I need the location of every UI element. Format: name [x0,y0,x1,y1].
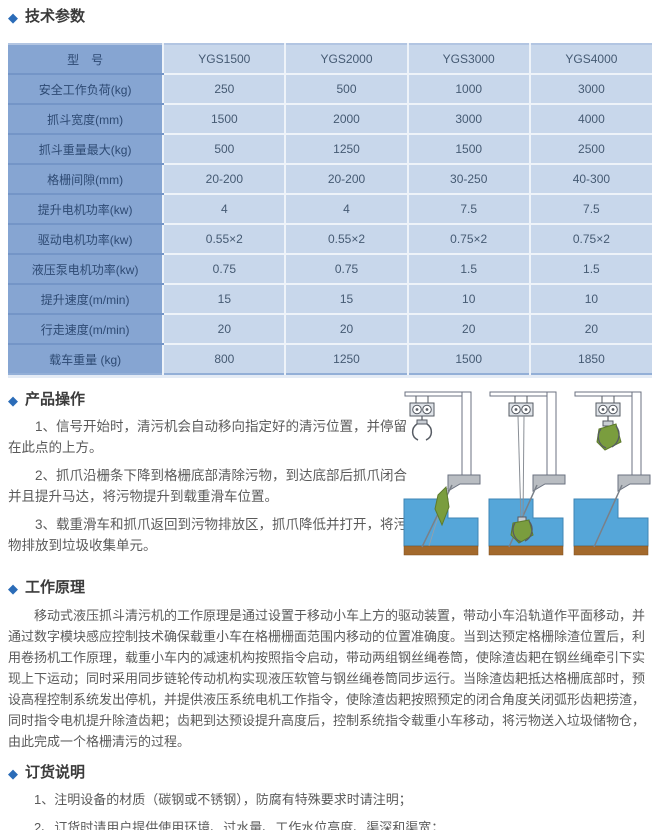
cell-value: 20-200 [163,164,287,195]
table-row: 抓斗宽度(mm) 1500 2000 3000 4000 [8,104,652,135]
cell-value: 0.75×2 [529,224,652,255]
principle-heading: ◆ 工作原理 [8,579,652,597]
diamond-bullet-icon: ◆ [8,9,18,25]
operation-step-3: 3、载重滑车和抓爪返回到污物排放区，抓爪降低并打开，将污物排放到垃圾收集单元。 [8,517,408,553]
diamond-bullet-icon: ◆ [8,392,18,408]
cell-value: 10 [529,284,652,315]
tech-params-title: 技术参数 [25,8,86,25]
operation-step-2: 2、抓爪沿栅条下降到格栅底部清除污物，到达底部后抓爪闭合并且提升马达，将污物提升… [8,468,408,504]
cell-value: 0.55×2 [285,224,409,255]
cell-value: 15 [285,284,409,315]
table-row: 安全工作负荷(kg) 250 500 1000 3000 [8,74,652,105]
cell-value: 2000 [285,104,409,135]
table-header-row: 型 号 YGS1500 YGS2000 YGS3000 YGS4000 [8,44,652,75]
cell-value: 3000 [407,104,531,135]
table-row: 液压泵电机功率(kw) 0.75 0.75 1.5 1.5 [8,254,652,285]
ordering-heading: ◆ 订货说明 [8,764,652,782]
table-row: 载车重量 (kg) 800 1250 1500 1850 [8,344,652,374]
operation-diagram-stage-1 [403,391,481,556]
row-label: 抓斗重量最大(kg) [8,134,165,165]
ordering-item-1: 1、注明设备的材质（碳钢或不锈钢），防腐有特殊要求时请注明； [34,792,412,807]
row-label: 提升电机功率(kw) [8,194,165,225]
tech-params-heading: ◆ 技术参数 [8,8,652,26]
diamond-bullet-icon: ◆ [8,580,18,596]
operation-section: ◆ 产品操作 1、信号开始时，清污机会自动移向指定好的清污位置，并停留在此点的上… [8,391,652,567]
cell-value: 0.75 [163,254,287,285]
operation-diagrams [402,387,652,562]
cell-value: 20 [407,314,531,345]
table-row: 提升电机功率(kw) 4 4 7.5 7.5 [8,194,652,225]
cell-value: 3000 [529,74,652,105]
cell-value: 1250 [285,134,409,165]
row-label: 驱动电机功率(kw) [8,224,165,255]
table-row: 行走速度(m/min) 20 20 20 20 [8,314,652,345]
operation-title: 产品操作 [25,391,86,408]
cell-value: 1850 [529,344,652,374]
cell-value: 30-250 [407,164,531,195]
principle-body: 移动式液压抓斗清污机的工作原理是通过设置于移动小车上方的驱动装置，带动小车沿轨道… [8,608,646,749]
cell-value: 1500 [407,344,531,374]
cell-value: 500 [285,74,409,105]
cell-value: 4 [285,194,409,225]
cell-value: 20 [285,314,409,345]
cell-value: 1.5 [529,254,652,285]
cell-value: 1500 [163,104,287,135]
row-label: 载车重量 (kg) [8,344,165,374]
table-row: 驱动电机功率(kw) 0.55×2 0.55×2 0.75×2 0.75×2 [8,224,652,255]
cell-value: 7.5 [407,194,531,225]
operation-heading: ◆ 产品操作 [8,391,652,409]
row-label: 液压泵电机功率(kw) [8,254,165,285]
row-label: 提升速度(m/min) [8,284,165,315]
ordering-title: 订货说明 [25,764,86,781]
cell-value: 1500 [407,134,531,165]
operation-diagram-stage-3 [573,391,651,556]
cell-value: 0.55×2 [163,224,287,255]
cell-value: 4000 [529,104,652,135]
cell-value: 20 [529,314,652,345]
cell-value: 800 [163,344,287,374]
model-ygs2000: YGS2000 [285,44,409,75]
model-header-cell: 型 号 [8,44,165,75]
principle-title: 工作原理 [25,579,86,596]
cell-value: 1.5 [407,254,531,285]
operation-text: 1、信号开始时，清污机会自动移向指定好的清污位置，并停留在此点的上方。 2、抓爪… [8,416,420,556]
ordering-item-2: 2、订货时请用户提供使用环境、过水量、工作水位高度、渠深和渠宽； [34,820,445,830]
cell-value: 40-300 [529,164,652,195]
cell-value: 0.75×2 [407,224,531,255]
cell-value: 15 [163,284,287,315]
table-row: 格栅间隙(mm) 20-200 20-200 30-250 40-300 [8,164,652,195]
cell-value: 1250 [285,344,409,374]
row-label: 格栅间隙(mm) [8,164,165,195]
row-label: 抓斗宽度(mm) [8,104,165,135]
cell-value: 0.75 [285,254,409,285]
operation-diagram-stage-2 [488,391,566,556]
model-ygs4000: YGS4000 [529,44,652,75]
table-row: 抓斗重量最大(kg) 500 1250 1500 2500 [8,134,652,165]
principle-section: ◆ 工作原理 移动式液压抓斗清污机的工作原理是通过设置于移动小车上方的驱动装置，… [8,579,652,752]
row-label: 安全工作负荷(kg) [8,74,165,105]
model-ygs3000: YGS3000 [407,44,531,75]
cell-value: 7.5 [529,194,652,225]
cell-value: 1000 [407,74,531,105]
operation-step-1: 1、信号开始时，清污机会自动移向指定好的清污位置，并停留在此点的上方。 [8,419,408,455]
cell-value: 4 [163,194,287,225]
cell-value: 2500 [529,134,652,165]
row-label: 行走速度(m/min) [8,314,165,345]
diamond-bullet-icon: ◆ [8,765,18,781]
ordering-section: ◆ 订货说明 1、注明设备的材质（碳钢或不锈钢），防腐有特殊要求时请注明； 2、… [8,764,652,830]
cell-value: 250 [163,74,287,105]
cell-value: 10 [407,284,531,315]
table-row: 提升速度(m/min) 15 15 10 10 [8,284,652,315]
cell-value: 20 [163,314,287,345]
model-ygs1500: YGS1500 [163,44,287,75]
cell-value: 500 [163,134,287,165]
cell-value: 20-200 [285,164,409,195]
spec-table: 型 号 YGS1500 YGS2000 YGS3000 YGS4000 安全工作… [8,43,652,375]
